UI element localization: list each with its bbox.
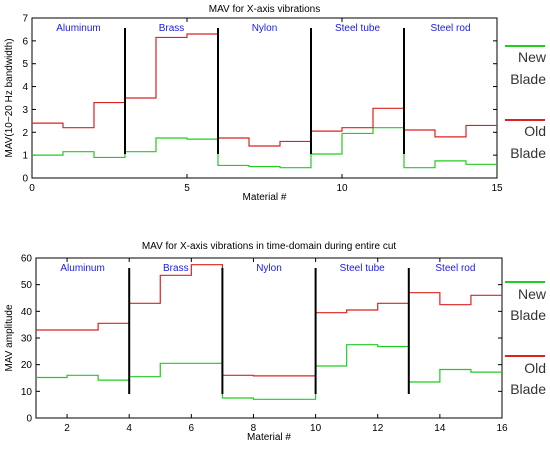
x-tick-label: 10	[310, 423, 322, 434]
y-tick-label: 6	[22, 36, 28, 47]
y-tick-label: 60	[21, 254, 33, 265]
y-tick-label: 20	[21, 360, 33, 371]
y-tick-label: 3	[22, 105, 28, 116]
legend-label: Blade	[510, 71, 546, 87]
y-tick-label: 2	[22, 128, 28, 139]
x-tick-label: 8	[251, 423, 257, 434]
chart-top: 0 5 10 15 0 1 2 3 4 5 6 7 MAV for X-axis vibrations M…	[4, 4, 503, 203]
x-tick-label: 16	[496, 423, 508, 434]
y-tick-label: 4	[22, 82, 28, 93]
x-tick-label: 4	[126, 423, 132, 434]
chart-bottom: 2 4 6 8 10 12 14 16 0 10 20 30 40 50 60 MAV for X-axis …	[4, 241, 508, 443]
chart-title: MAV for X-axis vibrations	[209, 4, 321, 15]
y-tick-label: 1	[22, 151, 28, 162]
material-region-label: Steel tube	[340, 263, 385, 274]
material-region-label: Brass	[163, 263, 189, 274]
plot-area	[35, 257, 503, 419]
material-region-label: Steel rod	[435, 263, 475, 274]
x-tick-label: 10	[336, 183, 348, 194]
material-region-label: Steel rod	[430, 23, 470, 34]
material-region-label: Nylon	[256, 263, 282, 274]
legend-label: Blade	[510, 307, 546, 323]
y-tick-label: 7	[22, 14, 28, 25]
series-line-old-blade	[32, 33, 497, 147]
x-tick-label: 6	[189, 423, 195, 434]
y-tick-label: 50	[21, 280, 33, 291]
material-region-label: Brass	[159, 23, 185, 34]
legend-label: Old	[524, 360, 546, 376]
legend-label: New	[518, 286, 547, 302]
legend-bottom: New Blade Old Blade	[505, 281, 547, 397]
x-tick-label: 0	[29, 183, 35, 194]
x-tick-label: 12	[372, 423, 384, 434]
x-tick-label: 2	[64, 423, 70, 434]
y-tick-label: 10	[21, 387, 33, 398]
material-region-label: Nylon	[252, 23, 278, 34]
legend-label: Old	[524, 123, 546, 139]
x-axis-label: Material #	[247, 432, 291, 443]
legend-label: Blade	[510, 145, 546, 161]
y-axis-label: MAV amplitude	[4, 304, 15, 372]
plot-area	[31, 17, 498, 179]
y-tick-label: 40	[21, 307, 33, 318]
y-tick-label: 30	[21, 334, 33, 345]
legend-label: Blade	[510, 381, 546, 397]
y-tick-label: 5	[22, 59, 28, 70]
x-tick-label: 15	[491, 183, 503, 194]
material-region-label: Steel tube	[335, 23, 380, 34]
y-axis-label: MAV(10~20 Hz bandwidth)	[4, 38, 15, 157]
y-tick-label: 0	[22, 174, 28, 185]
legend-label: New	[518, 49, 547, 65]
material-region-label: Aluminum	[60, 263, 104, 274]
series-line-new-blade	[32, 127, 497, 169]
x-axis-label: Material #	[243, 192, 287, 203]
series-line-new-blade	[36, 344, 502, 400]
x-tick-label: 14	[434, 423, 446, 434]
y-tick-label: 0	[26, 414, 32, 425]
chart-title: MAV for X-axis vibrations in time-domain…	[142, 241, 397, 252]
legend-top: New Blade Old Blade	[505, 45, 547, 161]
material-region-label: Aluminum	[56, 23, 100, 34]
x-tick-label: 5	[184, 183, 190, 194]
